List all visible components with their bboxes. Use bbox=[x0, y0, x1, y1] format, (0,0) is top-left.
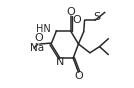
Text: N: N bbox=[56, 57, 65, 67]
Text: HN: HN bbox=[36, 24, 51, 34]
Text: Na: Na bbox=[30, 43, 44, 53]
Text: O: O bbox=[72, 15, 81, 25]
Text: O: O bbox=[74, 71, 83, 81]
Text: O: O bbox=[34, 33, 43, 43]
Text: S: S bbox=[93, 12, 100, 22]
Text: O: O bbox=[66, 7, 75, 17]
